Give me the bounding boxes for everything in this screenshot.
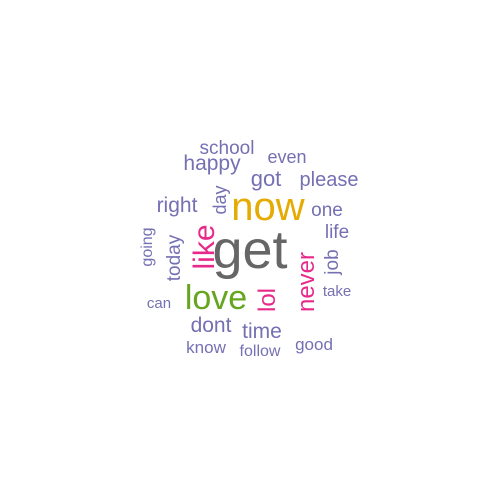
word-job: job [322,249,343,275]
word-right: right [157,194,198,217]
word-please: please [300,169,359,191]
word-good: good [295,335,333,354]
word-now: now [231,185,304,229]
word-day: day [210,185,230,214]
word-never: never [293,252,320,312]
word-dont: dont [191,314,232,337]
word-follow: follow [240,343,281,360]
word-love: love [185,279,247,317]
word-time: time [242,320,282,343]
word-know: know [186,338,226,357]
word-going: going [139,227,156,266]
word-got: got [251,166,282,191]
word-take: take [323,283,351,300]
word-one: one [311,200,343,221]
word-happy: happy [183,152,241,175]
word-lol: lol [254,288,281,312]
word-even: even [267,147,306,167]
word-life: life [325,222,349,243]
word-school: school [200,138,255,159]
word-can: can [147,295,171,312]
word-get: get [212,220,287,280]
word-today: today [164,234,185,281]
word-like: like [188,224,221,269]
